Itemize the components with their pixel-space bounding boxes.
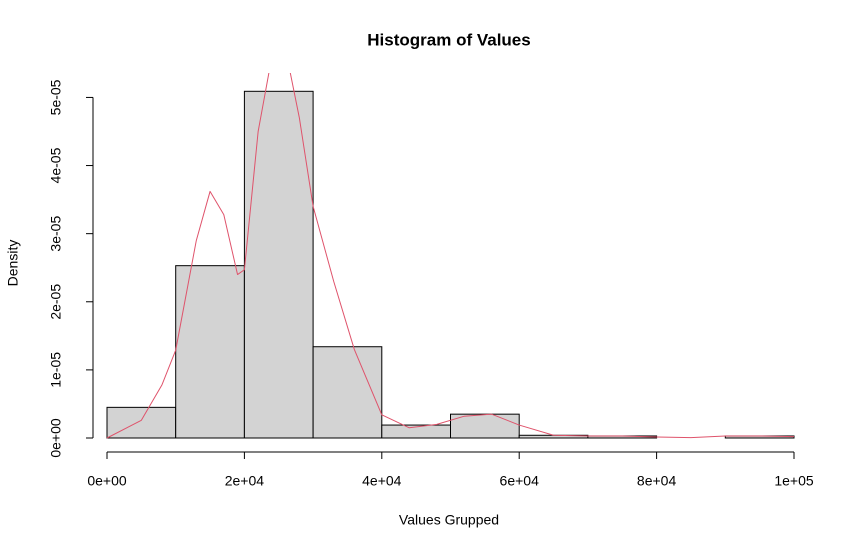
y-tick-label: 3e-05 <box>48 216 64 252</box>
histogram-bar <box>243 90 314 439</box>
histogram-bar <box>450 413 520 439</box>
x-tick-label: 0e+00 <box>87 473 127 489</box>
chart-title: Histogram of Values <box>367 30 530 49</box>
x-tick-label: 6e+04 <box>500 473 540 489</box>
histogram-bar <box>175 265 245 439</box>
histogram-bar <box>312 346 383 439</box>
y-tick-label: 0e+00 <box>48 418 64 458</box>
y-tick-label: 1e-05 <box>48 352 64 388</box>
x-axis-title: Values Grupped <box>399 512 499 528</box>
x-tick-label: 2e+04 <box>225 473 265 489</box>
y-tick-label: 4e-05 <box>48 147 64 183</box>
density-line <box>106 73 795 439</box>
y-tick-label: 5e-05 <box>48 79 64 115</box>
x-tick-label: 8e+04 <box>637 473 677 489</box>
x-tick-label: 1e+05 <box>774 473 814 489</box>
histogram-bar <box>106 406 177 439</box>
y-axis-title: Density <box>5 240 21 287</box>
y-tick-label: 2e-05 <box>48 284 64 320</box>
x-tick-label: 4e+04 <box>362 473 402 489</box>
